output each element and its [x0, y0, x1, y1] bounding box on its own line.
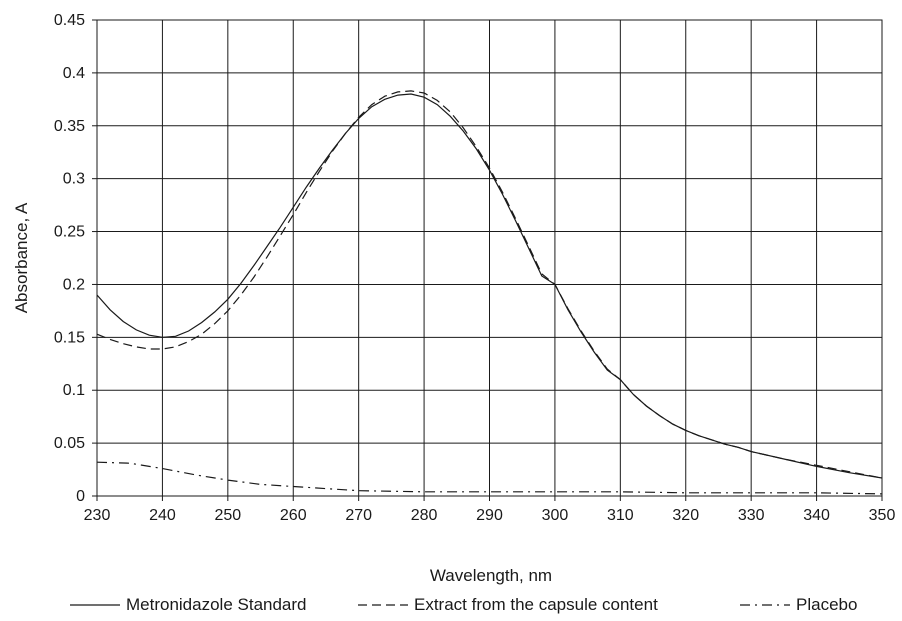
- x-tick-label: 310: [607, 507, 634, 524]
- y-axis-ticks: 0 0.05 0.1 0.15 0.2 0.25 0.3 0.35 0.4 0.45: [54, 12, 97, 505]
- legend-label-1: Extract from the capsule content: [414, 595, 658, 614]
- x-tick-label: 280: [411, 507, 438, 524]
- y-tick-label: 0.4: [63, 65, 85, 82]
- series-lines: [96, 90, 883, 495]
- x-tick-label: 270: [345, 507, 372, 524]
- y-tick-label: 0.15: [54, 329, 85, 346]
- y-tick-label: 0.3: [63, 171, 85, 188]
- legend-label-0: Metronidazole Standard: [126, 595, 307, 614]
- x-tick-label: 300: [542, 507, 569, 524]
- x-tick-label: 240: [149, 507, 176, 524]
- series-line-2: [96, 461, 883, 495]
- y-tick-label: 0: [76, 488, 85, 505]
- x-tick-label: 350: [869, 507, 896, 524]
- y-tick-label: 0.1: [63, 382, 85, 399]
- y-tick-label: 0.05: [54, 435, 85, 452]
- y-tick-label: 0.45: [54, 12, 85, 29]
- x-tick-label: 340: [803, 507, 830, 524]
- legend: Metronidazole Standard Extract from the c…: [70, 595, 857, 614]
- x-tick-label: 260: [280, 507, 307, 524]
- legend-label-2: Placebo: [796, 595, 857, 614]
- x-axis-ticks: 230 240 250 260 270 280 290 300 310 320 330 340 350: [84, 496, 896, 524]
- x-tick-label: 320: [672, 507, 699, 524]
- x-tick-label: 250: [214, 507, 241, 524]
- y-tick-label: 0.35: [54, 118, 85, 135]
- x-tick-label: 290: [476, 507, 503, 524]
- y-axis-label: Absorbance, A: [12, 202, 31, 313]
- y-tick-label: 0.25: [54, 224, 85, 241]
- grid-lines: [96, 19, 883, 497]
- x-tick-label: 330: [738, 507, 765, 524]
- series-line-1: [96, 90, 883, 479]
- x-axis-label: Wavelength, nm: [430, 566, 552, 585]
- y-tick-label: 0.2: [63, 276, 85, 293]
- x-tick-label: 230: [84, 507, 111, 524]
